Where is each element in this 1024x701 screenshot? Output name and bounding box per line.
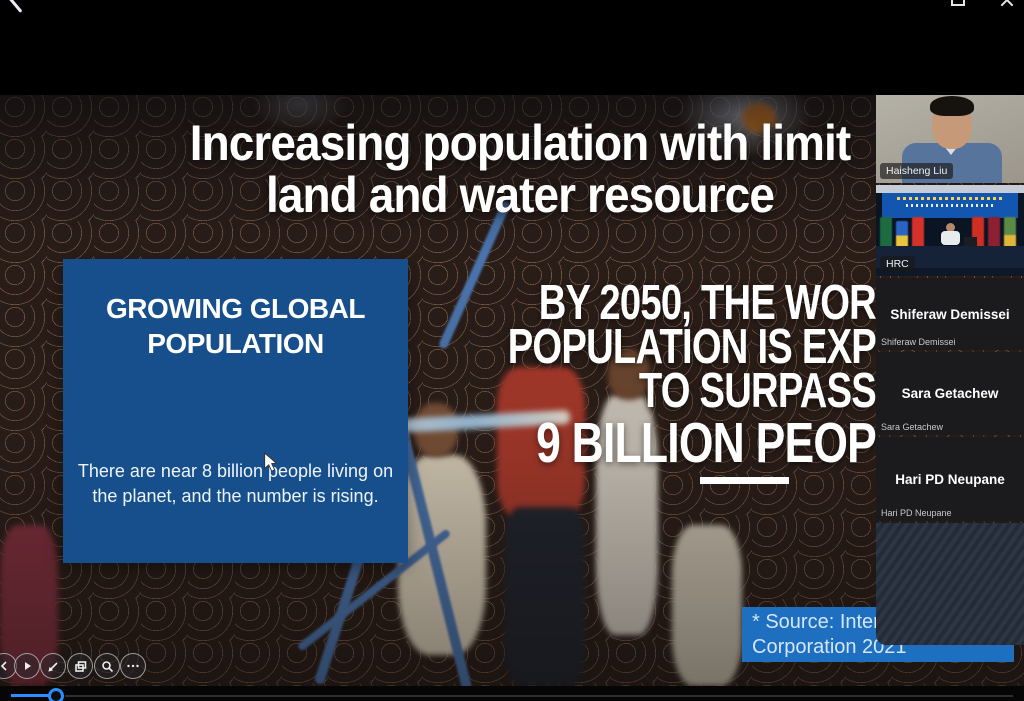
magnifier-icon [101, 660, 113, 672]
room-laptop [964, 237, 977, 246]
maximize-icon[interactable] [951, 0, 965, 6]
card-heading: GROWING GLOBAL POPULATION [106, 293, 365, 359]
slides-grid-icon [74, 660, 86, 672]
next-slide-button[interactable] [14, 653, 40, 679]
ellipsis-icon [127, 664, 139, 668]
slider-track[interactable] [65, 695, 1013, 697]
flag [880, 217, 892, 253]
slide-title-line1: Increasing population with limit [189, 115, 852, 171]
participant-name-label: Shiferaw Demissei [881, 337, 956, 347]
audio-tile-shiferaw-demissei[interactable]: Shiferaw Demissei Shiferaw Demissei [876, 278, 1024, 350]
see-all-slides-button[interactable] [67, 653, 93, 679]
slide-title-line2: land and water resource [265, 167, 775, 223]
population-statement: BY 2050, THE WOR POPULATION IS EXP TO SU… [392, 276, 877, 475]
participant-display-name: Hari PD Neupane [895, 471, 1005, 487]
participant-name-label: Haisheng Liu [880, 163, 954, 179]
slider-progress [11, 694, 51, 697]
mouse-cursor [263, 452, 278, 478]
statement-line1: BY 2050, THE WOR [538, 276, 877, 330]
participant-display-name: Shiferaw Demissei [890, 306, 1010, 322]
participant-hair [930, 96, 974, 116]
growing-population-card: GROWING GLOBAL POPULATION There are near… [63, 259, 408, 563]
source-line2: Corporation 2021 [752, 636, 907, 658]
bottom-bar [0, 686, 1024, 701]
slider-knob[interactable] [48, 688, 64, 701]
slideshow-toolbar [0, 653, 160, 681]
flag [912, 217, 924, 253]
room-wall [876, 185, 1024, 193]
audio-tile-sara-getachew[interactable]: Sara Getachew Sara Getachew [876, 352, 1024, 435]
statement-line3: TO SURPASS [638, 364, 877, 418]
pen-icon [47, 661, 58, 672]
corner-cursor-mark [8, 0, 23, 13]
play-triangle-icon [25, 662, 31, 670]
room-floor [876, 268, 1024, 276]
slide-title: Increasing population with limit land an… [152, 117, 888, 221]
participant-name-label: Hari PD Neupane [881, 508, 952, 518]
participants-sidebar: Haisheng Liu HRC Shiferaw Demissei Shife… [876, 95, 1024, 647]
statement-line2: POPULATION IS EXP [507, 320, 877, 374]
participant-display-name: Sara Getachew [901, 386, 999, 401]
room-person-head [946, 223, 955, 232]
video-tile-haisheng-liu[interactable]: Haisheng Liu [876, 95, 1024, 183]
video-tile-unnamed[interactable] [876, 523, 1024, 645]
source-line1: * Source: Inter [752, 611, 880, 633]
flag [988, 217, 1000, 253]
zoom-slide-button[interactable] [94, 653, 120, 679]
pen-button[interactable] [40, 653, 66, 679]
statement-underline [700, 477, 789, 484]
statement-line4: 9 BILLION PEOP [536, 411, 877, 475]
audio-tile-hari-pd-neupane[interactable]: Hari PD Neupane Hari PD Neupane [876, 437, 1024, 521]
video-tile-hrc[interactable]: HRC [876, 185, 1024, 276]
shared-slide: Increasing population with limit land an… [0, 95, 1024, 686]
flag [1004, 217, 1016, 253]
room-banner [882, 193, 1018, 218]
participant-name-label: HRC [880, 256, 915, 272]
close-icon[interactable] [999, 0, 1015, 8]
more-options-button[interactable] [120, 653, 146, 679]
room-person-body [941, 231, 960, 245]
chevron-left-icon [0, 661, 7, 671]
card-body-text: There are near 8 billion people living o… [77, 461, 394, 506]
participant-name-label: Sara Getachew [881, 422, 944, 432]
